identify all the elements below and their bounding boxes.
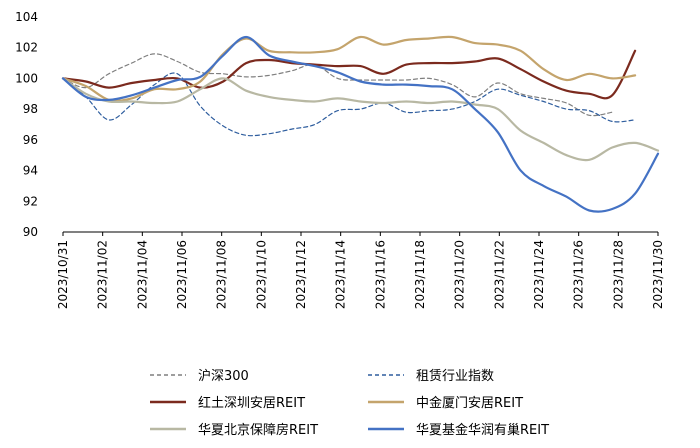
x-tick-label: 2023/11/14 — [334, 240, 348, 309]
x-tick-label: 2023/11/02 — [96, 240, 110, 309]
series-line-2 — [62, 72, 636, 137]
x-tick-label: 2023/11/22 — [492, 240, 506, 309]
legend-label-4: 中金厦门安居REIT — [416, 395, 523, 411]
legend-label-1: 沪深300 — [198, 368, 249, 384]
x-tick-label: 2023/11/28 — [611, 240, 625, 309]
series-line-5 — [61, 77, 660, 162]
x-axis-ticks: 2023/10/31 2023/11/02 2023/11/04 2023/11/06… — [56, 232, 665, 309]
y-tick-label: 102 — [15, 41, 38, 55]
x-tick-label: 2023/10/31 — [56, 240, 70, 309]
y-tick-label: 104 — [15, 10, 38, 24]
legend-label-2: 租赁行业指数 — [416, 369, 494, 384]
y-tick-label: 94 — [23, 164, 38, 178]
series-line-3 — [61, 49, 637, 100]
y-tick-label: 90 — [23, 225, 38, 239]
series-line-6 — [61, 35, 660, 213]
series-lines — [61, 35, 660, 213]
x-tick-label: 2023/11/20 — [453, 240, 467, 309]
legend-label-5: 华夏北京保障房REIT — [198, 422, 318, 438]
x-tick-label: 2023/11/04 — [135, 240, 149, 309]
x-tick-label: 2023/11/24 — [532, 240, 546, 309]
x-tick-label: 2023/11/10 — [254, 240, 268, 309]
y-tick-label: 98 — [23, 102, 38, 116]
x-tick-label: 2023/11/30 — [651, 240, 665, 309]
legend-label-3: 红土深圳安居REIT — [198, 395, 305, 411]
series-line-4 — [61, 35, 637, 102]
x-tick-label: 2023/11/18 — [413, 240, 427, 309]
x-tick-label: 2023/11/06 — [175, 240, 189, 309]
y-axis-ticks: 90 92 94 96 98 100 102 104 — [15, 10, 38, 239]
y-tick-label: 92 — [23, 194, 38, 208]
series-line-1 — [62, 53, 613, 117]
y-tick-label: 100 — [15, 71, 38, 85]
x-tick-label: 2023/11/08 — [215, 240, 229, 309]
x-tick-label: 2023/11/26 — [572, 240, 586, 309]
x-tick-label: 2023/11/16 — [373, 240, 387, 309]
y-tick-label: 96 — [23, 133, 38, 147]
legend-label-6: 华夏基金华润有巢REIT — [416, 422, 549, 438]
x-tick-label: 2023/11/12 — [294, 240, 308, 309]
